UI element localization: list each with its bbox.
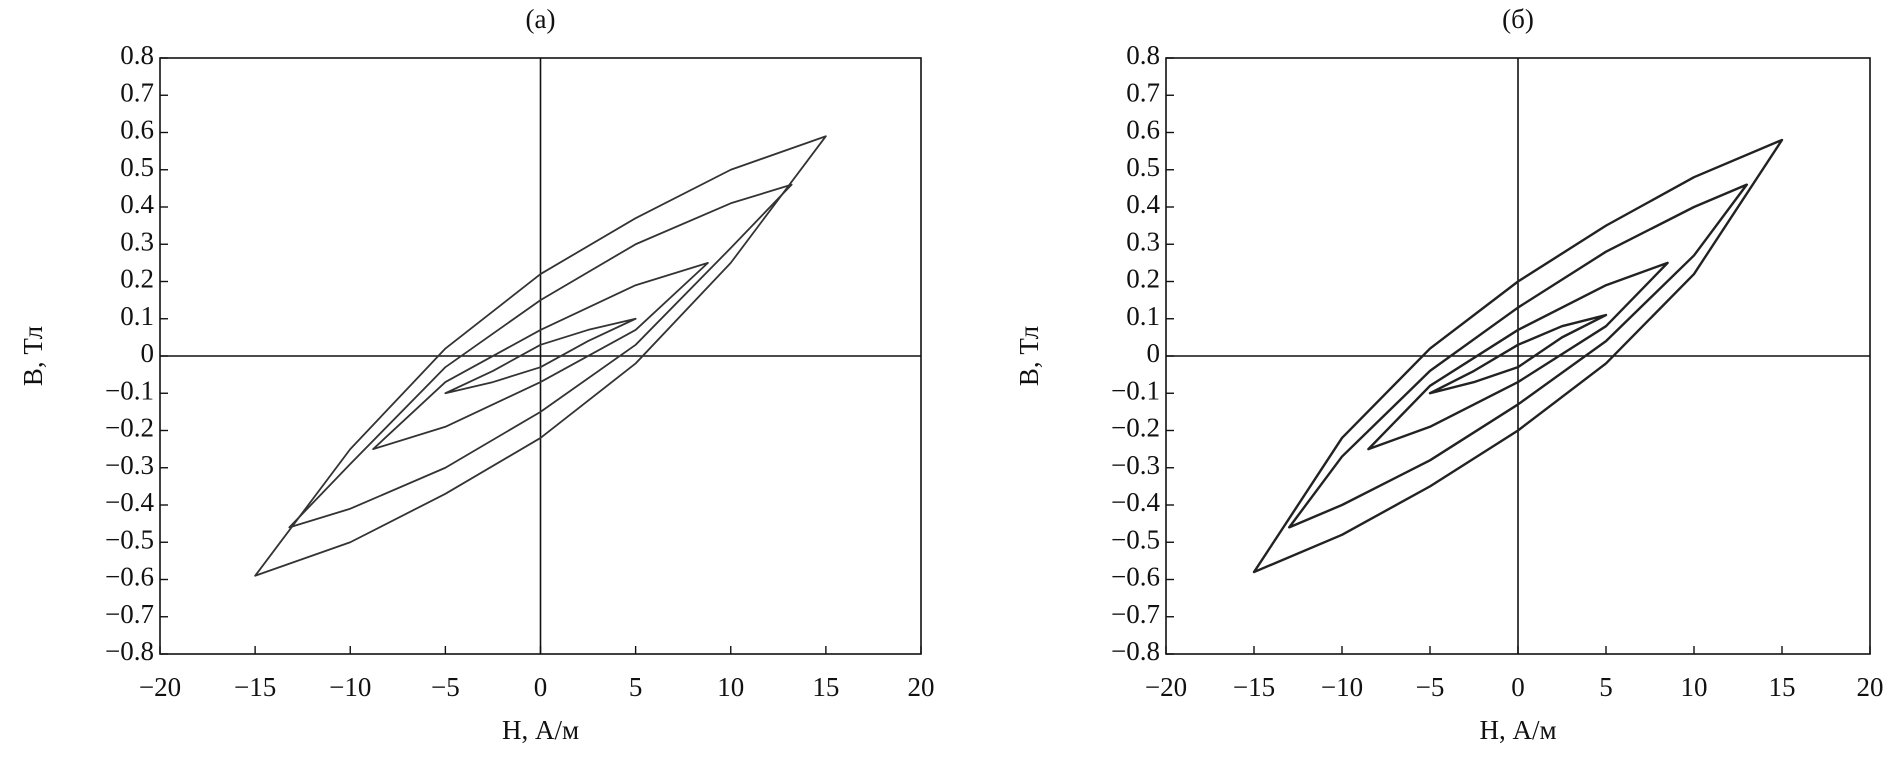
y-tick-label: 0.1 [120, 301, 154, 331]
y-tick-label: 0.5 [120, 152, 154, 182]
y-tick-label: 0.6 [1126, 115, 1160, 145]
y-tick-label: −0.8 [105, 636, 154, 666]
hysteresis-loop [1288, 183, 1748, 529]
x-tick-label: −20 [139, 672, 181, 702]
x-tick-label: 5 [1599, 672, 1613, 702]
x-tick-label: −10 [329, 672, 371, 702]
y-tick-label: −0.5 [105, 524, 154, 554]
y-tick-label: 0.7 [120, 77, 154, 107]
y-tick-label: −0.4 [1111, 487, 1160, 517]
x-tick-label: −5 [431, 672, 460, 702]
x-tick-label: −20 [1145, 672, 1187, 702]
y-tick-label: 0 [1147, 338, 1161, 368]
y-tick-label: −0.2 [105, 413, 154, 443]
chart-title: (б) [1502, 4, 1534, 34]
x-tick-label: −10 [1321, 672, 1363, 702]
x-tick-label: −5 [1416, 672, 1445, 702]
y-tick-label: 0.3 [120, 226, 154, 256]
y-tick-label: −0.3 [1111, 450, 1160, 480]
y-tick-label: −0.3 [105, 450, 154, 480]
hysteresis-loop [1367, 261, 1669, 451]
y-tick-label: −0.6 [1111, 562, 1160, 592]
y-tick-label: 0.3 [1126, 226, 1160, 256]
x-tick-label: 20 [1857, 672, 1884, 702]
x-tick-label: 15 [812, 672, 839, 702]
hysteresis-loop [1252, 138, 1784, 574]
hysteresis-loop [1428, 313, 1608, 395]
y-tick-label: 0.8 [120, 40, 154, 70]
x-tick-label: −15 [234, 672, 276, 702]
y-tick-label: 0.8 [1126, 40, 1160, 70]
y-tick-label: 0.4 [120, 189, 154, 219]
y-tick-label: −0.8 [1111, 636, 1160, 666]
y-tick-label: −0.7 [1111, 599, 1160, 629]
y-tick-label: −0.4 [105, 487, 154, 517]
x-tick-label: −15 [1233, 672, 1275, 702]
y-tick-label: 0.2 [1126, 264, 1160, 294]
y-axis-label: B, Тл [1014, 326, 1044, 386]
y-tick-label: 0.7 [1126, 77, 1160, 107]
x-tick-label: 0 [534, 672, 548, 702]
y-tick-label: 0.2 [120, 264, 154, 294]
y-tick-label: −0.6 [105, 562, 154, 592]
y-tick-label: −0.5 [1111, 524, 1160, 554]
y-tick-label: −0.2 [1111, 413, 1160, 443]
y-tick-label: 0.4 [1126, 189, 1160, 219]
x-tick-label: 5 [629, 672, 643, 702]
y-tick-label: 0.5 [1126, 152, 1160, 182]
hysteresis-loop [288, 183, 793, 529]
y-tick-label: −0.1 [105, 375, 154, 405]
x-tick-label: 10 [1681, 672, 1708, 702]
x-tick-label: 20 [908, 672, 935, 702]
y-axis-label: B, Тл [18, 326, 48, 386]
y-tick-label: 0.1 [1126, 301, 1160, 331]
x-tick-label: 10 [717, 672, 744, 702]
y-tick-label: −0.7 [105, 599, 154, 629]
y-tick-label: −0.1 [1111, 375, 1160, 405]
y-tick-label: 0.6 [120, 115, 154, 145]
hysteresis-loop [372, 261, 709, 451]
x-tick-label: 0 [1511, 672, 1525, 702]
hysteresis-loop [254, 135, 827, 577]
x-tick-label: 15 [1769, 672, 1796, 702]
y-tick-label: 0 [141, 338, 155, 368]
x-axis-label: H, А/м [502, 715, 579, 745]
x-axis-label: H, А/м [1479, 715, 1556, 745]
chart-title: (а) [526, 4, 556, 34]
hysteresis-loop [444, 317, 637, 395]
